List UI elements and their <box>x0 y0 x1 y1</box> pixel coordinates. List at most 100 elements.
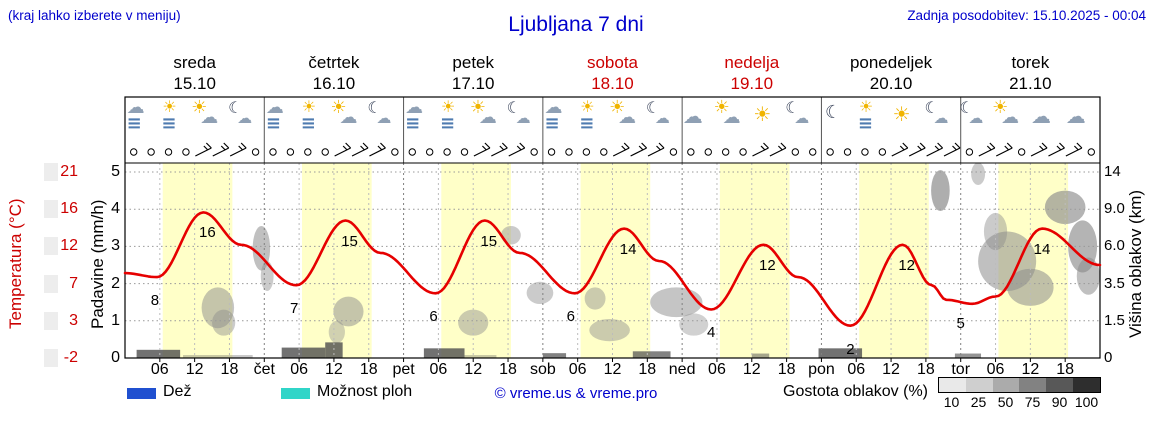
day-date: 15.10 <box>173 74 216 93</box>
day-header: torek 21.10 <box>961 52 1100 94</box>
weather-icon-fog-cloud: ☁ ≡ <box>537 99 571 143</box>
temperature-value-label: 16 <box>199 224 216 242</box>
time-tick-label: tor <box>951 361 971 378</box>
wind-barb-flag <box>345 142 352 149</box>
page-title: Ljubljana 7 dni <box>508 13 644 36</box>
weather-icon-sun: ☀ <box>746 99 780 143</box>
time-tick-label: pet <box>392 361 415 378</box>
wind-barb-flag <box>917 145 923 151</box>
wind-calm-icon <box>251 148 260 156</box>
low-cloud-bar <box>183 355 253 358</box>
precip-axis-label: 4 <box>111 200 120 218</box>
wind-barb-flag <box>937 142 944 149</box>
wind-barb-flag <box>238 145 244 151</box>
wind-barb-flag <box>621 145 627 151</box>
cloud-blob <box>931 170 950 212</box>
weather-icon-fog-cloud: ☁ ≡ <box>398 99 432 143</box>
left-margin-mark <box>44 274 58 293</box>
cloud-axis-label: 0 <box>1104 349 1113 366</box>
cloud-icon: ☁ <box>618 107 637 128</box>
sun-icon: ☀ <box>330 97 347 118</box>
low-cloud-bar <box>464 355 497 358</box>
wind-barb-icon <box>1048 147 1065 157</box>
wind-barb-icon <box>508 147 526 157</box>
temperature-axis-title: Temperatura (°C) <box>6 198 25 330</box>
cloud-icon: ☁ <box>376 109 392 127</box>
wind-barb-flag <box>501 142 508 149</box>
left-margin-mark <box>44 349 58 367</box>
sun-icon: ☀ <box>992 97 1009 118</box>
sun-icon: ☀ <box>858 97 874 116</box>
wind-barb-icon <box>491 147 508 157</box>
cloud-blob <box>501 225 521 245</box>
fog-icon: ≡ <box>405 113 422 134</box>
wind-barb-flag <box>362 142 369 149</box>
wind-barb-flag <box>240 142 247 149</box>
cloud-icon: ☁ <box>126 97 145 118</box>
wind-barb-flag <box>205 142 212 149</box>
time-tick-label: 12 <box>185 361 204 378</box>
fog-icon: ≡ <box>161 113 178 134</box>
wind-barb-flag <box>1041 142 1048 149</box>
time-tick-label: ned <box>668 361 696 378</box>
wind-calm-icon <box>321 148 329 156</box>
day-header: četrtek 16.10 <box>264 52 403 94</box>
day-name: petek <box>452 53 494 72</box>
weather-icon-moon-cloud: ☾ ☁ <box>363 99 397 143</box>
wind-barb-icon <box>769 147 787 157</box>
wind-barb-flag <box>484 142 491 149</box>
left-margin-mark <box>44 311 58 330</box>
time-tick-label: 18 <box>220 361 239 378</box>
showers-legend-label: Možnost ploh <box>317 383 413 400</box>
weather-icon-fog-sun: ☀ ≡ <box>851 99 885 143</box>
weather-icon-moon: ☾ <box>816 99 850 143</box>
rain-legend-swatch <box>127 388 156 399</box>
density-tick-label: 10 <box>943 394 960 410</box>
weather-icon-sun: ☀ <box>886 99 920 143</box>
cloud-blob <box>679 313 709 336</box>
wind-barb-flag <box>203 145 209 151</box>
cloud-blob <box>333 296 364 327</box>
wind-calm-icon <box>565 148 573 156</box>
density-gradient-bar <box>938 377 1101 393</box>
wind-calm-icon <box>809 148 817 156</box>
low-cloud-bar <box>818 348 863 358</box>
cloud-blob <box>260 261 274 292</box>
temperature-value-label: 6 <box>566 308 575 326</box>
wind-barb-flag <box>763 142 769 149</box>
sun-icon: ☀ <box>892 102 911 126</box>
sun-icon: ☀ <box>301 97 317 116</box>
cloud-blob <box>971 162 986 186</box>
cloud-icon: ☁ <box>968 109 984 127</box>
sun-icon: ☀ <box>713 97 730 118</box>
cloud-icon: ☁ <box>265 97 284 118</box>
cloud-blob <box>526 281 554 305</box>
day-date: 18.10 <box>591 74 634 93</box>
temperature-value-label: 12 <box>898 256 916 274</box>
low-cloud-bar <box>954 353 982 358</box>
time-tick-label: 18 <box>638 361 657 378</box>
low-cloud-bar <box>632 351 671 358</box>
wind-barb-flag <box>656 145 661 151</box>
weather-icon-moon-cloud: ☾ ☁ <box>642 99 676 143</box>
wind-calm-icon <box>739 148 747 156</box>
cloud-icon: ☁ <box>1001 107 1020 128</box>
moon-icon: ☾ <box>825 102 842 123</box>
copyright-link[interactable]: © vreme.us & vreme.pro <box>494 385 658 402</box>
precip-axis-label: 2 <box>111 274 120 292</box>
time-tick-label: 12 <box>1021 361 1040 378</box>
wind-calm-icon <box>791 148 800 156</box>
cloud-blob <box>252 225 271 271</box>
left-margin-mark <box>44 163 58 181</box>
wind-barb-icon <box>908 147 926 157</box>
wind-calm-icon <box>669 148 678 156</box>
cloud-icon: ☁ <box>405 97 424 118</box>
temperature-value-label: 4 <box>706 324 716 342</box>
wind-calm-icon <box>269 148 277 156</box>
temp-axis-label: 21 <box>60 163 78 180</box>
cloud-height-axis-title: Višina oblakov (km) <box>1126 189 1145 339</box>
wind-barb-flag <box>641 142 648 149</box>
weather-icon-sun-cloud: ☀ ☁ <box>189 99 223 143</box>
density-gradient-step <box>992 378 1020 392</box>
wind-barb-flag <box>1006 142 1013 149</box>
